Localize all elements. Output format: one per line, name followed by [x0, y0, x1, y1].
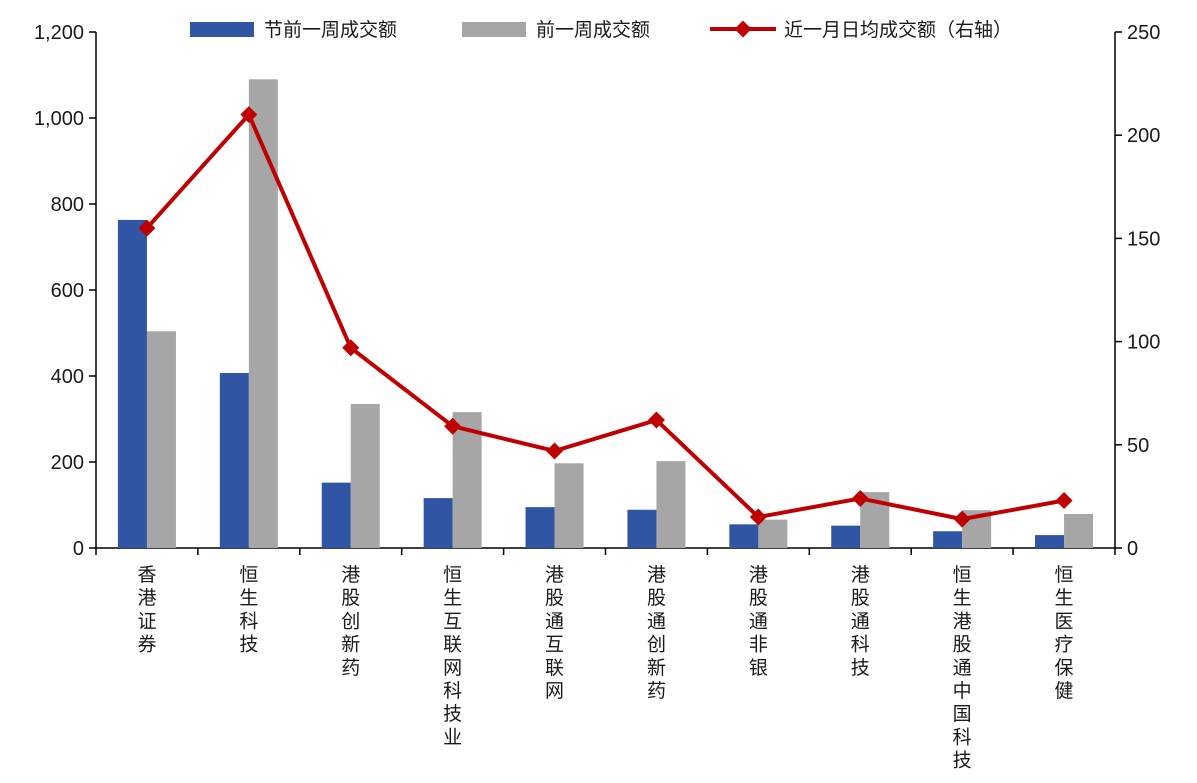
line-point [342, 339, 360, 357]
x-tick-label: 恒生医疗保健 [1055, 564, 1074, 702]
bar-series-1 [1035, 535, 1065, 548]
legend-swatch-series-2 [462, 22, 526, 37]
y-left-tick-label: 200 [51, 452, 84, 474]
bar-series-1 [627, 509, 657, 548]
y-left-tick-label: 800 [51, 194, 84, 216]
x-tick-label: 恒生互联网科技业 [443, 564, 462, 748]
bar-series-1 [423, 498, 453, 548]
bar-series-1 [321, 482, 351, 548]
line-point [953, 510, 971, 528]
line-point [444, 417, 462, 435]
y-left-tick-label: 1,200 [34, 22, 84, 44]
bar-series-2 [146, 331, 176, 548]
axes: 0 200 400 600 800 1,000 1,200 0 50 100 150 200 250 香港… [34, 22, 1160, 772]
legend-label-series-1: 节前一周成交额 [264, 19, 397, 41]
x-tick-label: 港股通互联网 [545, 564, 564, 702]
legend-label-series-2: 前一周成交额 [536, 19, 650, 41]
line-point [240, 106, 258, 124]
y-right-tick-label: 0 [1127, 538, 1138, 560]
line-point [851, 489, 869, 507]
x-tick-label: 恒生科技 [239, 564, 258, 656]
line-point [546, 442, 564, 460]
y-right-tick-label: 250 [1127, 22, 1160, 44]
bar-series-1 [831, 525, 861, 548]
y-left-tick-label: 600 [51, 280, 84, 302]
bar-series-2 [656, 461, 686, 548]
bar-series-2 [452, 412, 482, 548]
x-tick-label: 港股通科技 [851, 564, 870, 679]
bar-series-2 [758, 519, 788, 548]
x-tick-label: 香港证券 [137, 564, 156, 656]
legend-swatch-series-1 [190, 22, 254, 37]
bar-series-2 [1064, 514, 1094, 548]
bar-series-1 [729, 524, 759, 548]
x-tick-label: 港股创新药 [341, 564, 360, 679]
bar-series-2 [350, 403, 380, 548]
line-point [138, 219, 156, 237]
line-series-path [145, 112, 1065, 522]
x-tick-label: 港股通非银 [749, 564, 768, 679]
y-left-tick-label: 1,000 [34, 108, 84, 130]
bar-series-1 [525, 507, 555, 548]
bars [117, 79, 1094, 549]
line-point [647, 411, 665, 429]
bar-series-1 [117, 219, 147, 548]
y-left-tick-label: 0 [73, 538, 84, 560]
bar-series-1 [219, 372, 249, 548]
line-series [138, 106, 1073, 528]
y-left-tick-label: 400 [51, 366, 84, 388]
bar-series-1 [933, 531, 963, 548]
x-tick-label: 港股通创新药 [647, 564, 666, 702]
x-tick-label: 恒生港股通中国科技 [953, 564, 972, 772]
y-right-tick-label: 50 [1127, 435, 1149, 457]
bar-series-2 [554, 463, 584, 548]
y-right-tick-label: 200 [1127, 125, 1160, 147]
line-point [1055, 492, 1073, 510]
legend: 节前一周成交额 前一周成交额 近一月日均成交额（右轴） [190, 19, 1012, 41]
bar-series-2 [248, 79, 278, 549]
legend-label-series-3: 近一月日均成交额（右轴） [784, 19, 1012, 41]
y-right-tick-label: 100 [1127, 332, 1160, 354]
legend-marker-series-3 [734, 20, 752, 38]
y-right-tick-label: 150 [1127, 228, 1160, 250]
line-point [749, 508, 767, 526]
